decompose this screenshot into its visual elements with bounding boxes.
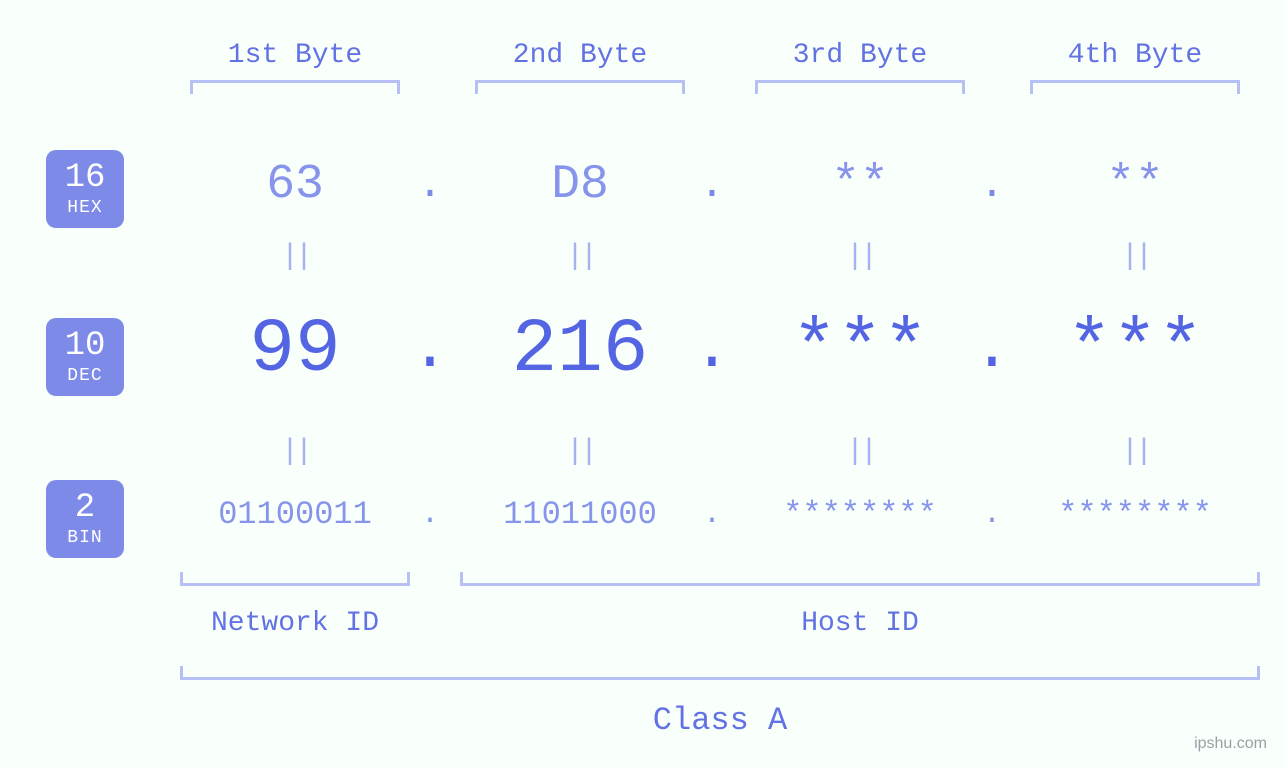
network-id-bracket bbox=[180, 572, 410, 586]
equals-icon: || bbox=[265, 435, 325, 469]
dec-byte-4: *** bbox=[1010, 312, 1260, 388]
network-id-label: Network ID bbox=[180, 608, 410, 639]
class-label: Class A bbox=[180, 702, 1260, 739]
dec-badge: 10 DEC bbox=[46, 318, 124, 396]
hex-byte-2: D8 bbox=[455, 161, 705, 209]
hex-dot-2: . bbox=[687, 164, 737, 206]
dec-dot-2: . bbox=[687, 318, 737, 382]
top-bracket-4 bbox=[1030, 80, 1240, 94]
host-id-label: Host ID bbox=[460, 608, 1260, 639]
equals-icon: || bbox=[830, 240, 890, 274]
hex-byte-3: ** bbox=[735, 161, 985, 209]
equals-icon: || bbox=[830, 435, 890, 469]
equals-icon: || bbox=[1105, 435, 1165, 469]
host-id-bracket bbox=[460, 572, 1260, 586]
hex-dot-3: . bbox=[967, 164, 1017, 206]
byte-header-2: 2nd Byte bbox=[455, 40, 705, 71]
byte-header-4: 4th Byte bbox=[1010, 40, 1260, 71]
equals-icon: || bbox=[265, 240, 325, 274]
hex-byte-4: ** bbox=[1010, 161, 1260, 209]
dec-dot-1: . bbox=[405, 318, 455, 382]
equals-icon: || bbox=[550, 240, 610, 274]
dec-badge-num: 10 bbox=[65, 329, 106, 363]
class-bracket bbox=[180, 666, 1260, 680]
dec-byte-1: 99 bbox=[170, 312, 420, 388]
watermark: ipshu.com bbox=[1194, 735, 1267, 753]
top-bracket-3 bbox=[755, 80, 965, 94]
hex-badge-num: 16 bbox=[65, 161, 106, 195]
dec-dot-3: . bbox=[967, 318, 1017, 382]
byte-header-1: 1st Byte bbox=[170, 40, 420, 71]
hex-badge: 16 HEX bbox=[46, 150, 124, 228]
bin-dot-1: . bbox=[405, 500, 455, 530]
equals-icon: || bbox=[1105, 240, 1165, 274]
bin-byte-2: 11011000 bbox=[455, 499, 705, 531]
bin-badge-num: 2 bbox=[75, 491, 95, 525]
bin-badge-label: BIN bbox=[67, 529, 102, 547]
bin-byte-4: ******** bbox=[1010, 499, 1260, 531]
bin-badge: 2 BIN bbox=[46, 480, 124, 558]
bin-dot-3: . bbox=[967, 500, 1017, 530]
bin-byte-1: 01100011 bbox=[170, 499, 420, 531]
dec-byte-2: 216 bbox=[455, 312, 705, 388]
bin-byte-3: ******** bbox=[735, 499, 985, 531]
hex-byte-1: 63 bbox=[170, 161, 420, 209]
top-bracket-1 bbox=[190, 80, 400, 94]
byte-header-3: 3rd Byte bbox=[735, 40, 985, 71]
hex-dot-1: . bbox=[405, 164, 455, 206]
top-bracket-2 bbox=[475, 80, 685, 94]
dec-byte-3: *** bbox=[735, 312, 985, 388]
dec-badge-label: DEC bbox=[67, 367, 102, 385]
hex-badge-label: HEX bbox=[67, 199, 102, 217]
bin-dot-2: . bbox=[687, 500, 737, 530]
equals-icon: || bbox=[550, 435, 610, 469]
